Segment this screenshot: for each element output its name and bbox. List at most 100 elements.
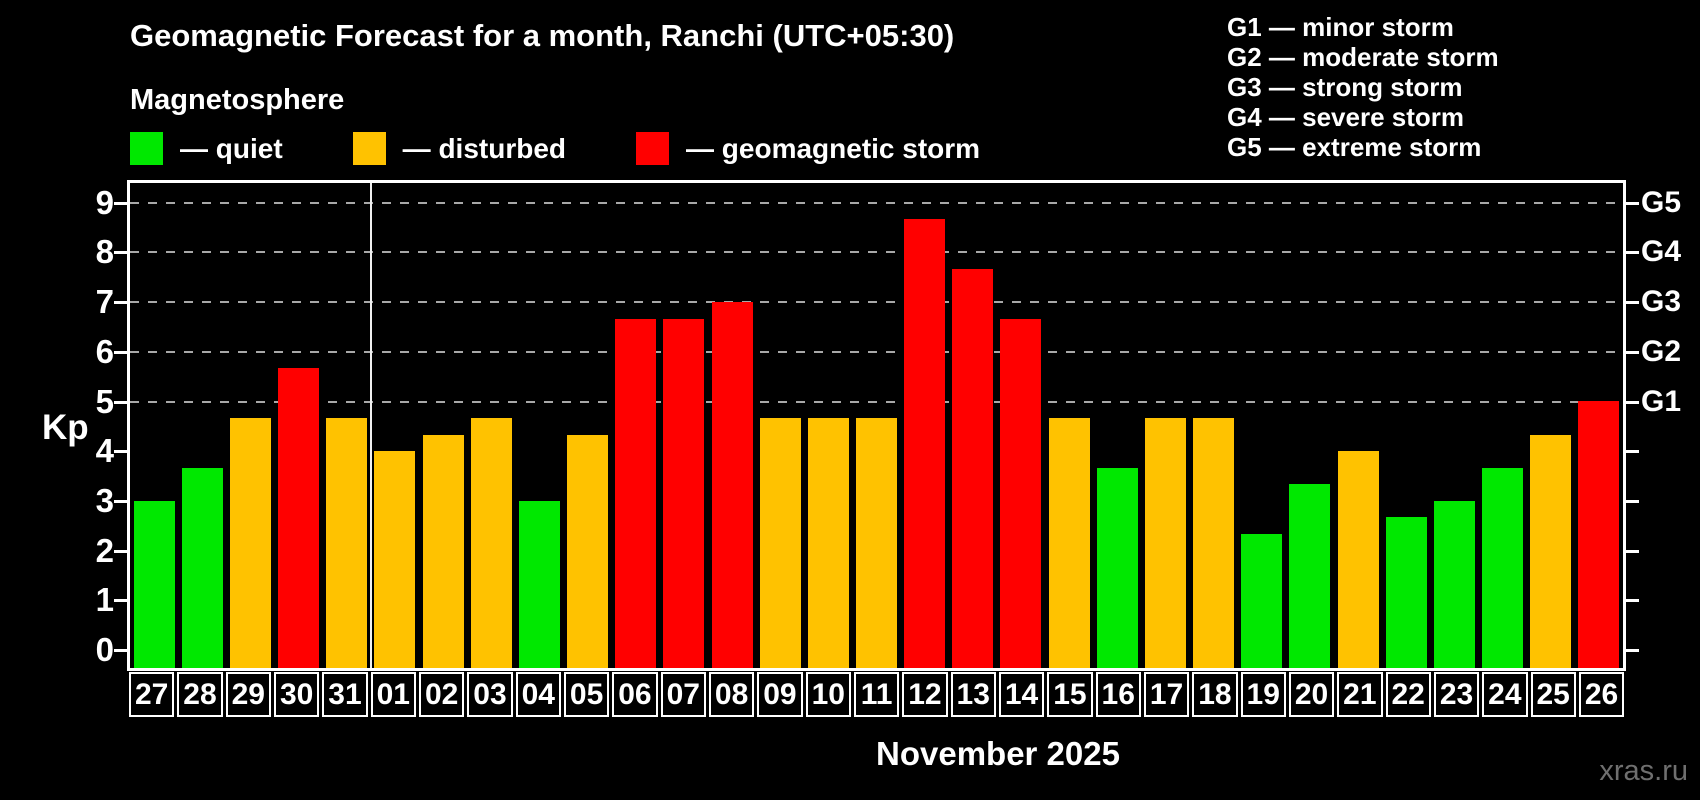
kp-bar-day-21 [1338,451,1379,668]
y-axis-label-1: 1 [95,581,114,619]
kp-bar-day-13 [952,269,993,668]
y-axis-label-7: 7 [95,283,114,321]
disturbed-color-swatch [352,132,386,165]
kp-bar-day-01 [374,451,415,668]
right-tick-kp-7 [1626,301,1639,305]
left-tick-kp-3 [114,499,127,503]
y-axis-label-0: 0 [95,631,114,668]
right-axis-label-g5: G5 [1641,185,1682,219]
gridline-kp-5 [130,400,1623,403]
kp-bar-day-30 [278,368,319,668]
watermark: xras.ru [1599,755,1688,787]
right-axis-label-g2: G2 [1641,334,1682,368]
x-axis-day-box-19: 19 [1240,672,1286,717]
x-axis-day-box-29: 29 [225,672,271,717]
right-tick-kp-4 [1626,450,1639,454]
kp-bar-day-29 [230,418,271,668]
x-axis-day-box-24: 24 [1482,672,1528,717]
y-axis-label-6: 6 [95,332,114,370]
left-tick-kp-6 [114,350,127,354]
x-axis-day-box-30: 30 [273,672,320,717]
x-axis-day-box-03: 03 [467,672,513,717]
kp-bar-day-31 [326,418,367,668]
storm-scale-g5: G5 — extreme storm [1227,132,1482,162]
kp-bar-day-09 [760,418,801,668]
x-axis-day-box-21: 21 [1337,672,1383,717]
storm-scale-g4: G4 — severe storm [1227,102,1465,132]
gridline-kp-8 [130,251,1623,254]
left-tick-kp-4 [114,450,127,454]
kp-bar-day-10 [808,418,849,668]
kp-bar-day-24 [1482,468,1523,668]
x-axis-day-box-18: 18 [1192,672,1238,717]
kp-bar-day-26 [1578,401,1619,668]
kp-bar-day-18 [1193,418,1234,668]
kp-bar-day-28 [182,468,223,668]
month-separator-line [370,183,372,668]
left-tick-kp-2 [114,549,127,553]
kp-bar-day-16 [1097,468,1138,668]
kp-bar-day-23 [1434,501,1475,668]
x-axis-day-box-16: 16 [1095,672,1141,717]
right-tick-kp-8 [1626,251,1639,255]
x-axis-day-box-09: 09 [757,672,803,717]
y-axis-label-2: 2 [95,531,114,569]
storm-scale-g1: G1 — minor storm [1227,12,1454,42]
y-axis-title: Kp [42,408,89,447]
kp-bar-day-12 [904,219,945,668]
x-axis-day-box-25: 25 [1530,672,1576,717]
kp-bar-day-02 [423,435,464,668]
kp-bar-day-07 [663,319,704,668]
plot-area [114,183,1639,668]
y-axis-label-9: 9 [95,183,114,221]
kp-bar-day-03 [471,418,512,668]
right-axis-label-g1: G1 [1641,384,1682,418]
page-title: Geomagnetic Forecast for a month, Ranchi… [130,18,955,53]
x-axis-day-box-31: 31 [322,672,368,717]
x-axis-day-box-05: 05 [563,672,610,717]
storm-scale-g2: G2 — moderate storm [1227,42,1499,72]
x-axis-day-box-08: 08 [708,672,755,717]
kp-bar-day-06 [615,319,656,668]
storm-scale-g3: G3 — strong storm [1227,72,1463,102]
left-tick-kp-8 [114,251,127,255]
x-axis-day-box-07: 07 [660,672,706,717]
right-tick-kp-0 [1626,649,1639,652]
legend-item-quiet: — quiet [130,132,283,165]
x-axis-day-box-04: 04 [515,672,561,717]
kp-bar-day-15 [1049,418,1090,668]
magnetosphere-legend: — quiet — disturbed — geomagnetic storm [130,132,1050,165]
x-axis-month-label: November 2025 [876,735,1120,772]
y-axis-label-5: 5 [95,382,114,420]
gridline-kp-9 [130,201,1623,204]
kp-bar-day-19 [1241,534,1282,668]
kp-bar-day-05 [567,435,608,668]
x-axis-day-box-01: 01 [370,672,416,717]
x-axis-day-box-10: 10 [805,672,851,717]
x-axis-day-box-06: 06 [612,672,658,717]
left-tick-kp-0 [114,649,127,652]
x-axis-day-box-12: 12 [902,672,948,717]
left-tick-kp-7 [114,301,127,305]
kp-bar-day-25 [1530,435,1571,668]
right-axis-label-g4: G4 [1641,235,1682,269]
kp-bar-day-14 [1000,319,1041,668]
left-tick-kp-9 [114,201,127,205]
right-tick-kp-6 [1626,350,1639,354]
y-axis-label-4: 4 [95,432,114,470]
gridline-kp-6 [130,350,1623,353]
legend-label-disturbed: — disturbed [402,132,567,164]
x-axis-day-box-27: 27 [129,672,175,717]
x-axis-day-box-23: 23 [1433,672,1480,717]
x-axis-day-box-02: 02 [418,672,465,717]
kp-bar-day-11 [856,418,897,668]
x-axis-day-labels: 27 28 29 30 31 01 02 03 04 05 06 07 08 09 10 11 12 13 14 15… [129,672,1625,717]
kp-bar-day-17 [1145,418,1186,668]
x-axis-day-box-17: 17 [1143,672,1190,717]
gridline-kp-7 [130,301,1623,304]
x-axis-day-box-15: 15 [1047,672,1093,717]
quiet-color-swatch [130,132,163,165]
legend-label-quiet: — quiet [180,132,283,164]
x-axis-day-box-22: 22 [1385,672,1431,717]
